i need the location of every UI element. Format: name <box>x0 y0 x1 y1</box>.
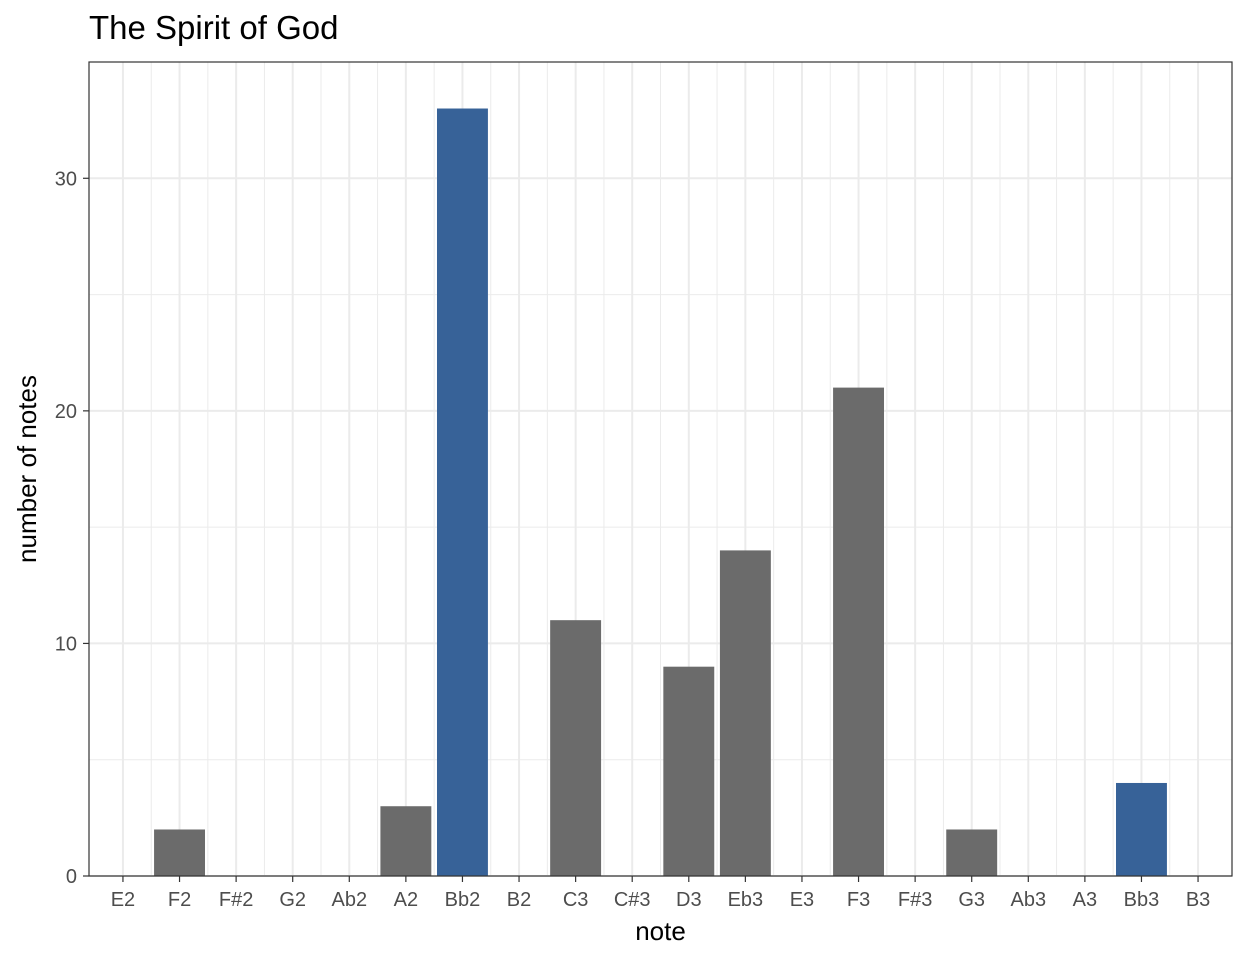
x-tick-label: B3 <box>1186 889 1210 911</box>
x-tick-label: F#2 <box>219 889 253 911</box>
axes: E2 F2 F#2 G2 Ab2 A2 Bb2 B2 C3 C#3 D3 Eb3 E3 F3 F#3 G3 Ab… <box>55 168 1211 911</box>
x-tick-label: G3 <box>958 889 985 911</box>
y-tick-label: 0 <box>66 866 77 888</box>
chart-title: The Spirit of God <box>89 9 339 46</box>
y-tick-label: 20 <box>55 401 77 423</box>
bar-A2 <box>380 806 432 876</box>
bar-Bb3 <box>1116 782 1167 876</box>
bar-Eb3 <box>719 550 771 876</box>
x-tick-label: A2 <box>394 889 418 911</box>
x-axis-title: note <box>635 916 686 946</box>
x-tick-label: Bb2 <box>445 889 481 911</box>
x-tick-label: A3 <box>1073 889 1097 911</box>
x-tick-label: D3 <box>676 889 702 911</box>
x-tick-label: G2 <box>279 889 306 911</box>
x-tick-label: E3 <box>790 889 814 911</box>
y-tick-label: 30 <box>55 168 77 190</box>
x-tick-label: Ab3 <box>1011 889 1047 911</box>
y-axis-title: number of notes <box>12 375 42 563</box>
x-tick-label: F3 <box>847 889 870 911</box>
x-tick-label: B2 <box>507 889 531 911</box>
bar-D3 <box>663 666 715 876</box>
bar-C3 <box>550 620 602 876</box>
bar-F2 <box>154 829 205 876</box>
y-tick-label: 10 <box>55 633 77 655</box>
panel-border <box>88 61 1233 877</box>
bar-Bb2 <box>436 108 488 876</box>
grid-lines <box>89 62 1232 877</box>
x-tick-label: C3 <box>563 889 589 911</box>
x-tick-label: Ab2 <box>331 889 367 911</box>
bar-G3 <box>946 829 998 876</box>
bar-F3 <box>833 387 885 876</box>
x-tick-label: F2 <box>168 889 191 911</box>
x-tick-label: Eb3 <box>728 889 764 911</box>
x-tick-label: E2 <box>111 889 135 911</box>
x-tick-label: F#3 <box>898 889 932 911</box>
bars <box>154 108 1167 876</box>
x-tick-label: C#3 <box>614 889 651 911</box>
x-tick-label: Bb3 <box>1124 889 1160 911</box>
